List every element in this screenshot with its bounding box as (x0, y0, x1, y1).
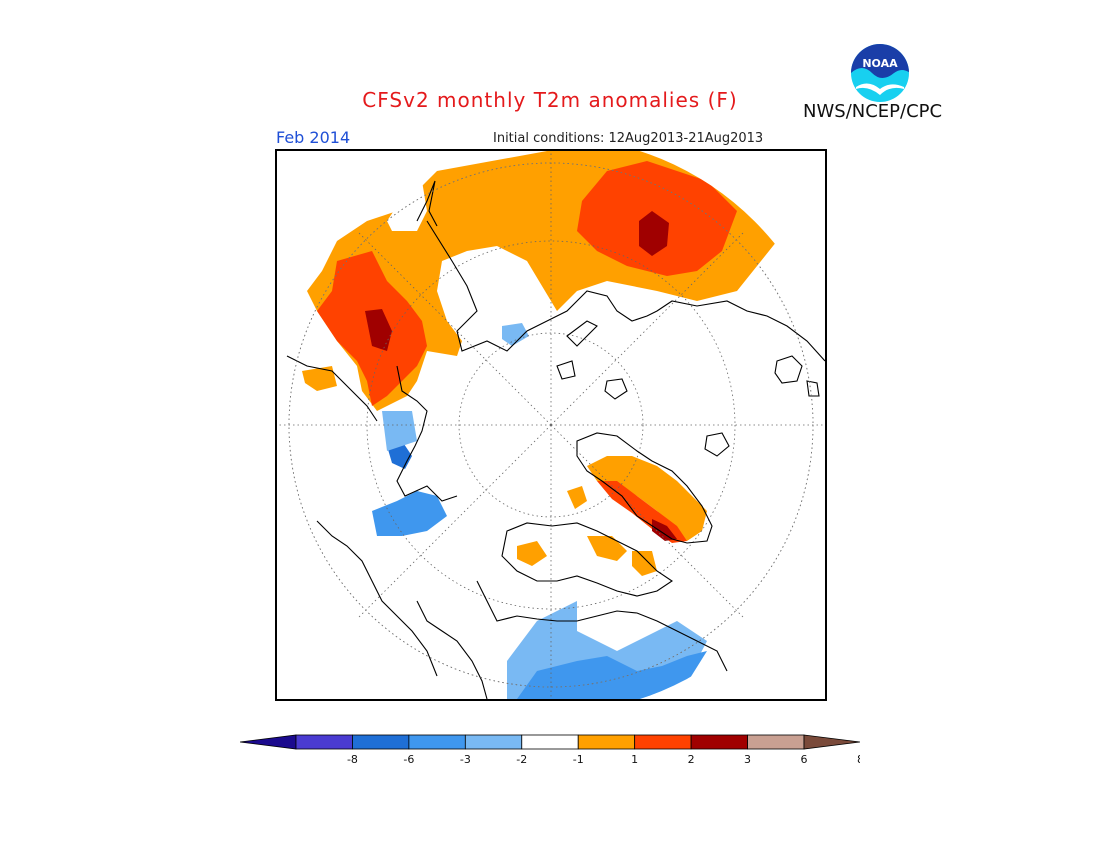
legend-tick-label: 3 (744, 753, 751, 766)
latitude-circle-middle (366, 240, 736, 610)
legend-swatch (464, 734, 523, 750)
legend-swatch (521, 734, 579, 750)
initial-conditions-label: Initial conditions: 12Aug2013-21Aug2013 (493, 131, 764, 146)
legend-swatch (408, 734, 466, 750)
coastline-canada-arctic (501, 522, 673, 597)
anomaly-region-blue-pacific-deep (517, 651, 707, 699)
coastlines (286, 180, 825, 699)
legend-tick-label: 2 (688, 753, 695, 766)
anomaly-region-orange-iberia (302, 366, 337, 391)
meridian-line (356, 230, 552, 426)
legend-swatch (352, 734, 410, 750)
map-boundary-circle (288, 162, 814, 688)
anomaly-region-blue-westafrica (372, 491, 447, 536)
valid-month-label: Feb 2014 (276, 128, 351, 147)
legend-swatch (690, 734, 748, 750)
meridian-line (550, 424, 746, 620)
legend-tick-label: -3 (460, 753, 471, 766)
coastline-scandinavia (396, 365, 458, 502)
coastline-svalbard (604, 378, 628, 400)
anomaly-region-orange-canada (587, 456, 707, 541)
latitude-circle-inner (458, 332, 644, 518)
coastline-british-isles (774, 355, 820, 397)
coastline-eurasia-north (416, 180, 825, 362)
legend-tick-label: -8 (347, 753, 358, 766)
anomaly-region-darkred-canada (652, 519, 677, 541)
coastline-greenland (576, 432, 713, 544)
polar-map-svg (277, 151, 825, 699)
legend-tick-label: 1 (631, 753, 638, 766)
coastline-severnaya (556, 360, 576, 380)
legend-arrow-high (803, 734, 860, 750)
coastline-novaya-zemlya (566, 320, 598, 347)
legend-swatch (295, 734, 353, 750)
anomaly-region-orange-arctic-islands (517, 536, 657, 576)
coastline-north-america (476, 580, 728, 672)
meridian-line (356, 424, 552, 620)
anomaly-region-darkred-siberia (639, 211, 669, 256)
coastline-alaska (416, 600, 488, 699)
agency-label: NWS/NCEP/CPC (803, 101, 943, 122)
legend-swatch (634, 734, 692, 750)
anomaly-region-white-interior (447, 251, 527, 321)
noaa-logo-text: NOAA (862, 57, 898, 70)
coastline-north-pacific (316, 520, 438, 677)
polar-map (275, 149, 827, 701)
legend-swatch (577, 734, 636, 750)
legend-arrow-low (240, 734, 297, 750)
coastline-iceland (704, 432, 730, 457)
legend-tick-label: -2 (516, 753, 527, 766)
anomaly-region-lightblue-mongolia (502, 323, 529, 346)
legend-tick-label: 6 (801, 753, 808, 766)
noaa-logo: NOAA (851, 44, 909, 102)
anomaly-region-darkred-europe (365, 309, 392, 351)
legend-tick-label: 8 (857, 753, 860, 766)
legend-tick-label: -6 (403, 753, 414, 766)
color-legend: -8 -6 -3 -2 -1 1 2 3 6 8 (240, 734, 860, 766)
legend-swatch (747, 734, 805, 750)
meridian-line (550, 230, 746, 426)
noaa-logo-bird (856, 83, 904, 95)
anomaly-region-white-ne (387, 181, 427, 231)
noaa-logo-top (851, 44, 909, 78)
legend-tick-label: -1 (573, 753, 584, 766)
anomaly-region-orange-scandinavia-n (567, 486, 587, 509)
map-title: CFSv2 monthly T2m anomalies (F) (362, 88, 738, 112)
anomaly-region-lightblue-atlantic (382, 411, 417, 451)
coastline-europe-west (286, 355, 378, 422)
